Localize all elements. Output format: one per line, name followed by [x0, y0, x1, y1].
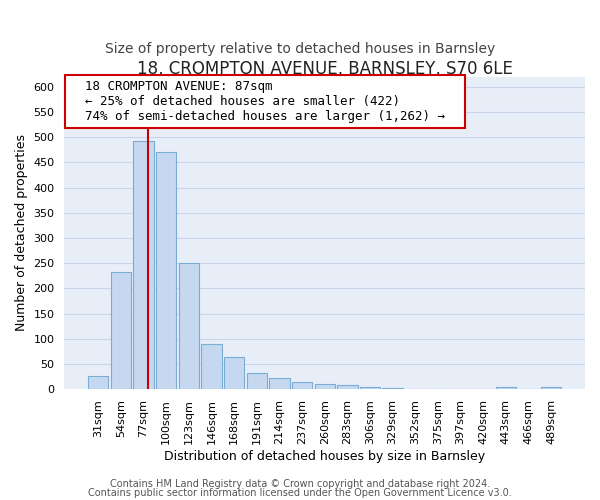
Text: 18 CROMPTON AVENUE: 87sqm  
  ← 25% of detached houses are smaller (422)  
  74%: 18 CROMPTON AVENUE: 87sqm ← 25% of detac… [70, 80, 460, 123]
Bar [179, 263, 199, 389]
Bar [247, 374, 267, 389]
Bar [428, 388, 448, 389]
Bar [360, 386, 380, 389]
Bar [88, 376, 109, 389]
Bar [314, 384, 335, 389]
Bar [337, 385, 358, 389]
Bar [382, 388, 403, 389]
Bar [133, 142, 154, 389]
Bar [224, 358, 244, 389]
Text: Size of property relative to detached houses in Barnsley: Size of property relative to detached ho… [105, 42, 495, 56]
Bar [201, 344, 221, 389]
Bar [405, 388, 425, 389]
X-axis label: Distribution of detached houses by size in Barnsley: Distribution of detached houses by size … [164, 450, 485, 462]
Bar [111, 272, 131, 389]
Title: 18, CROMPTON AVENUE, BARNSLEY, S70 6LE: 18, CROMPTON AVENUE, BARNSLEY, S70 6LE [137, 60, 512, 78]
Text: Contains HM Land Registry data © Crown copyright and database right 2024.: Contains HM Land Registry data © Crown c… [110, 479, 490, 489]
Bar [292, 382, 312, 389]
Bar [156, 152, 176, 389]
Text: Contains public sector information licensed under the Open Government Licence v3: Contains public sector information licen… [88, 488, 512, 498]
Bar [496, 386, 516, 389]
Y-axis label: Number of detached properties: Number of detached properties [15, 134, 28, 332]
Bar [541, 386, 562, 389]
Bar [269, 378, 290, 389]
